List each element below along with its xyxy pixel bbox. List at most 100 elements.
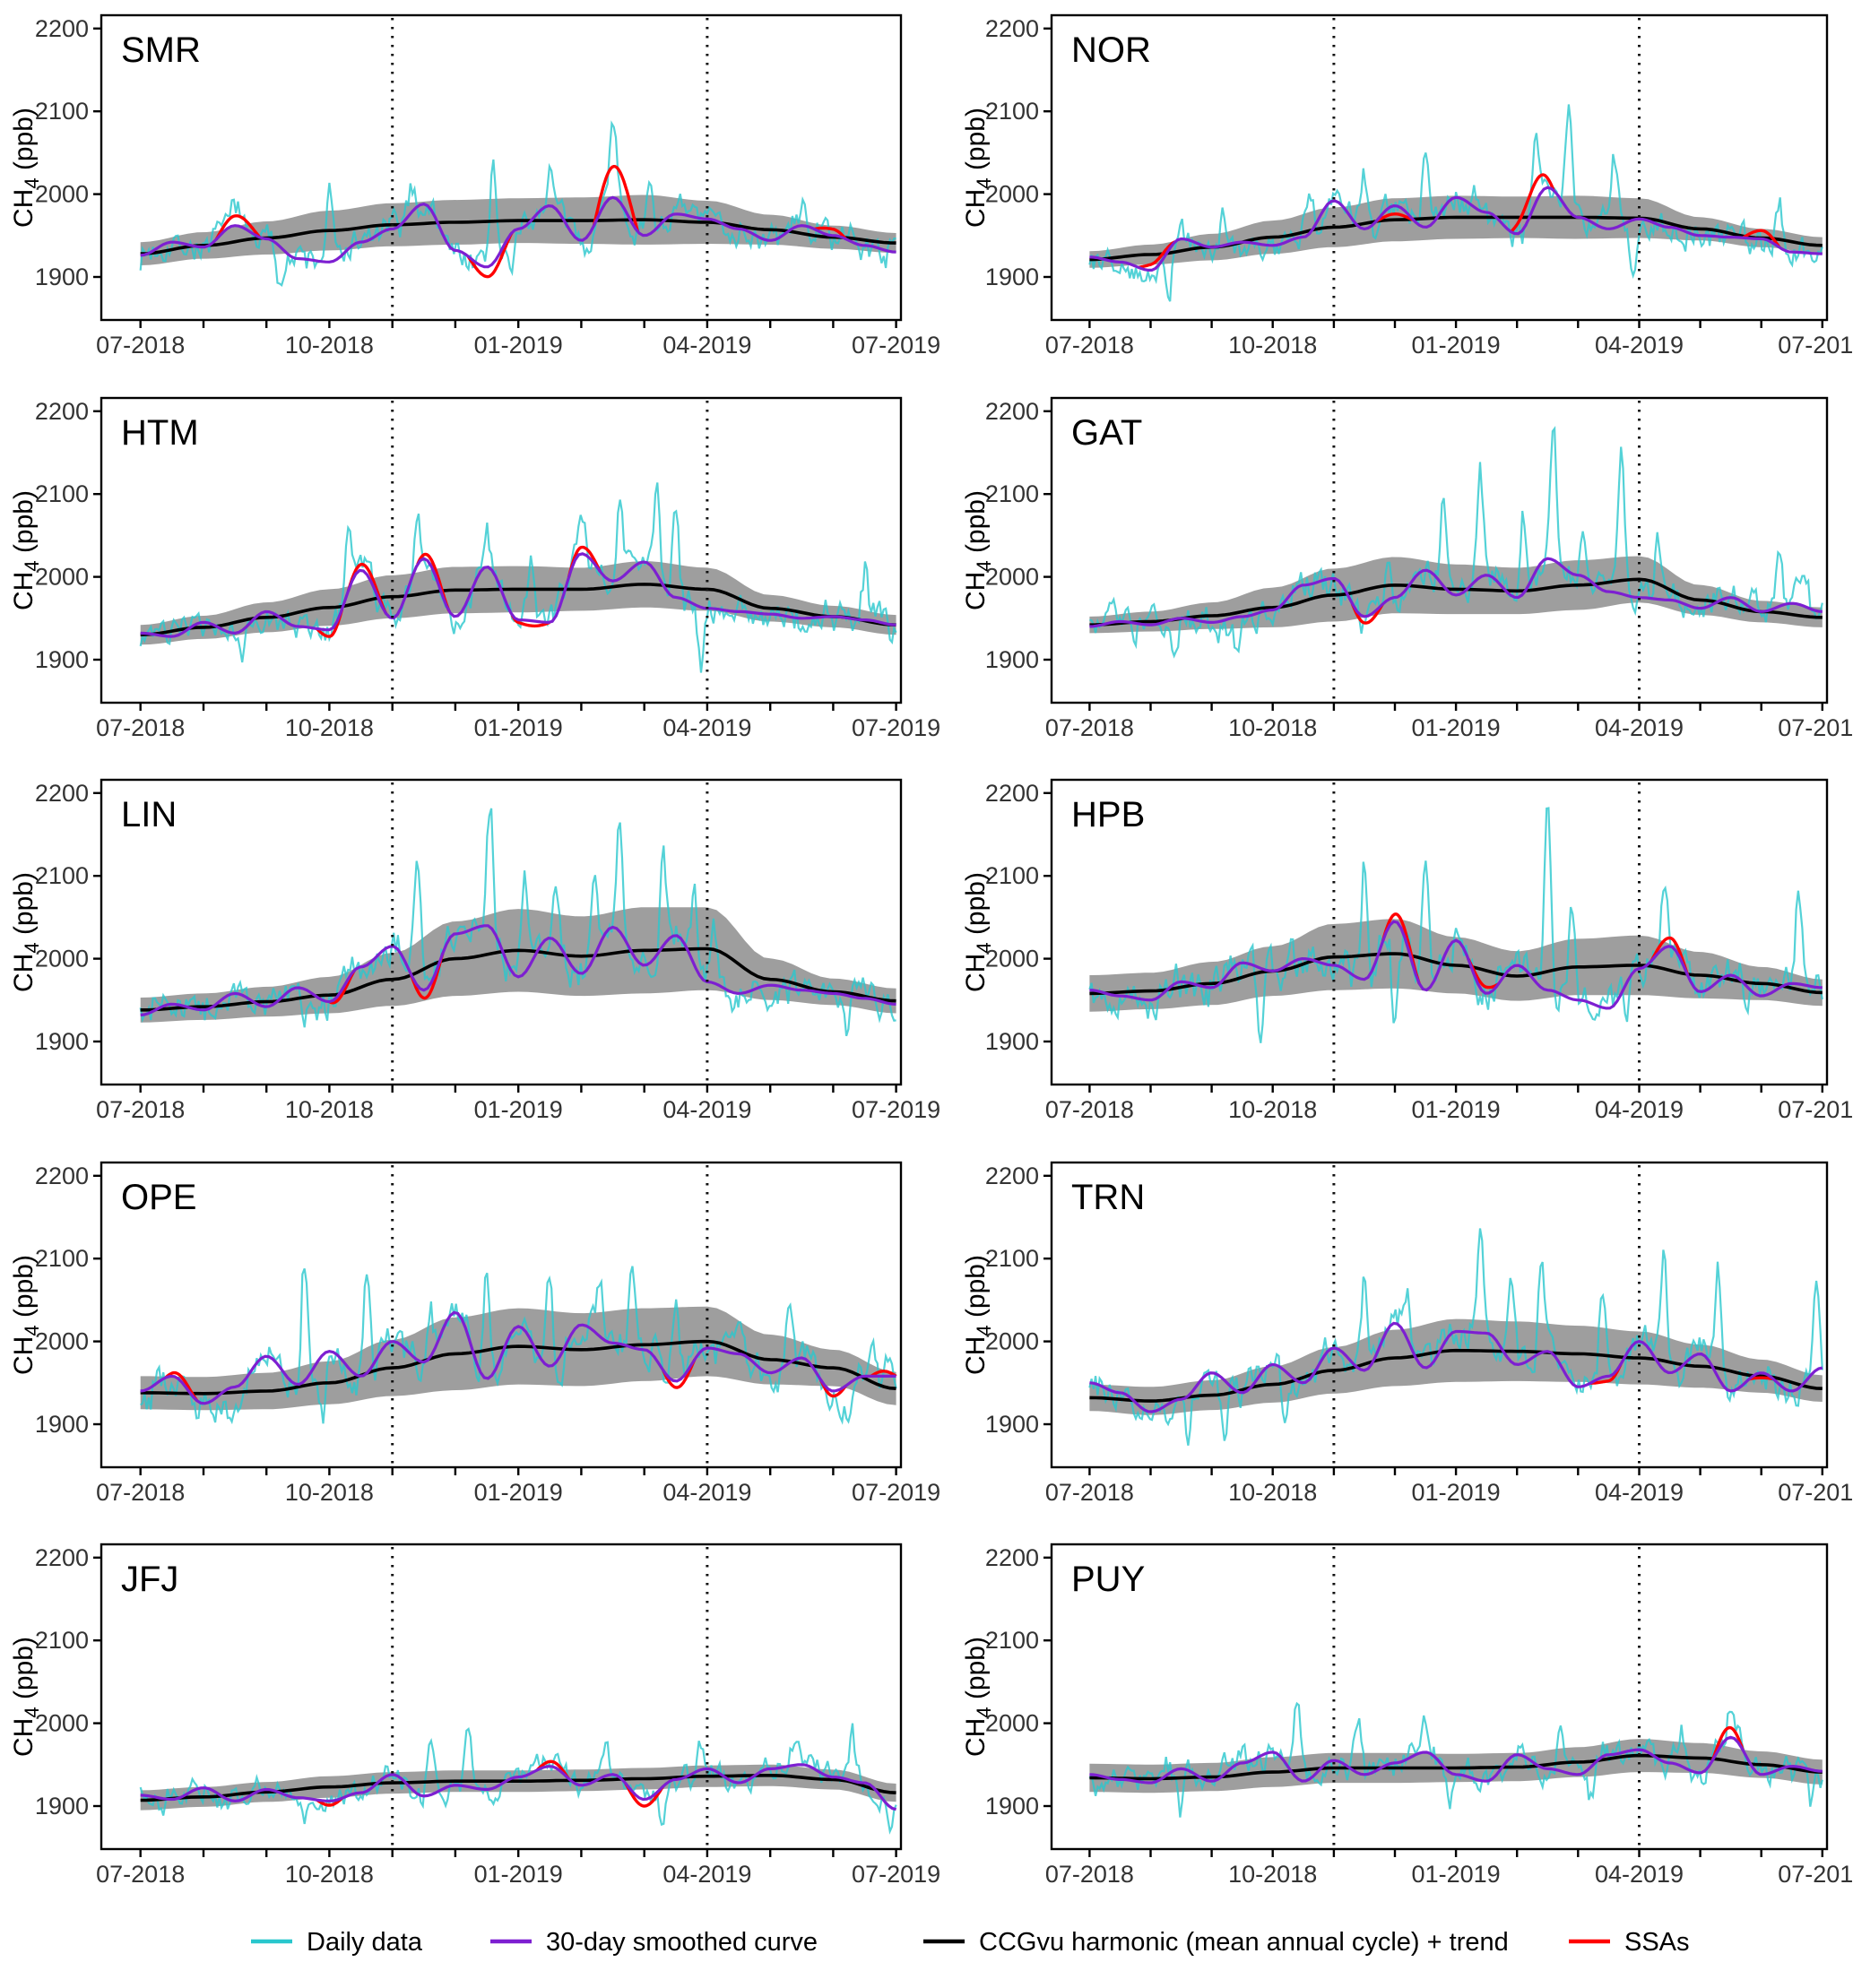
x-tick-label: 01-2019	[1412, 1479, 1501, 1506]
x-tick-label: 07-2018	[96, 1479, 185, 1506]
x-tick-label: 04-2019	[1595, 1479, 1684, 1506]
harmonic-trend-line	[140, 583, 896, 636]
ssa-line	[813, 226, 847, 240]
y-axis-label: CH4 (ppb)	[9, 872, 43, 992]
ssa-line	[466, 231, 514, 279]
x-tick-label: 07-2019	[852, 1096, 940, 1123]
legend-label-smoothed: 30-day smoothed curve	[546, 1928, 818, 1957]
ssa-line	[1710, 1725, 1745, 1761]
daily-data-line	[140, 1266, 897, 1425]
smoothed-line	[140, 1310, 896, 1405]
ssa-line	[624, 1782, 665, 1808]
panel-GAT: 2200 2100 2000 1900 07-2018 10-2018 01-2019 04-…	[961, 396, 1853, 741]
uncertainty-band	[1089, 1739, 1823, 1794]
ssa-line	[316, 1796, 343, 1807]
panel-SMR: 2200 2100 2000 1900 07-2018 10-2018 01-2019 04-…	[9, 13, 940, 359]
daily-data-line	[1088, 104, 1823, 302]
x-tick-label: 10-2018	[285, 1096, 374, 1123]
y-tick-label: 2000	[35, 946, 89, 972]
harmonic-trend-line	[140, 1774, 896, 1802]
uncertainty-band	[140, 907, 896, 1023]
y-tick-label: 2100	[985, 98, 1039, 125]
x-tick-label: 10-2018	[1228, 332, 1317, 359]
y-tick-label: 2200	[985, 1163, 1039, 1189]
ssa-line	[1138, 240, 1176, 270]
x-tick-label: 10-2018	[1228, 1479, 1317, 1506]
panel-border	[1050, 13, 1829, 322]
panel-border	[1050, 396, 1829, 704]
x-tick-label: 10-2018	[1228, 1861, 1317, 1888]
panel-HTM: 2200 2100 2000 1900 07-2018 10-2018 01-2019 04-…	[9, 396, 940, 741]
x-tick-label: 10-2018	[1228, 1096, 1317, 1123]
smoothed-line	[1089, 186, 1823, 272]
y-tick-label: 2000	[35, 1710, 89, 1737]
x-tick-label: 01-2019	[1412, 1096, 1501, 1123]
ssa-line	[1510, 173, 1555, 233]
y-tick-label: 2200	[985, 15, 1039, 42]
uncertainty-band	[1089, 195, 1823, 268]
x-tick-label: 10-2018	[285, 332, 374, 359]
smoothed-line	[140, 1763, 897, 1811]
panel-border	[1050, 1161, 1829, 1469]
smoothed-line	[1089, 557, 1823, 628]
ssa-line	[164, 1370, 199, 1402]
y-axis-label: CH4 (ppb)	[961, 490, 995, 610]
harmonic-trend-line	[1089, 1348, 1823, 1403]
x-tick-label: 04-2019	[1595, 332, 1684, 359]
daily-data-line	[1088, 1228, 1823, 1446]
panel-JFJ: 2200 2100 2000 1900 07-2018 10-2018 01-2019 04-…	[9, 1543, 940, 1888]
panel-PUY: 2200 2100 2000 1900 07-2018 10-2018 01-2019 04-…	[961, 1543, 1853, 1888]
panel-HPB: 2200 2100 2000 1900 07-2018 10-2018 01-2019 04-…	[961, 778, 1853, 1123]
panel-border	[100, 1161, 903, 1469]
panel-title: NOR	[1071, 30, 1151, 70]
ssa-line	[1650, 936, 1690, 977]
x-tick-label: 01-2019	[474, 1861, 563, 1888]
y-tick-label: 2100	[35, 1627, 89, 1654]
panel-title: JFJ	[121, 1560, 178, 1599]
y-tick-label: 1900	[35, 1028, 89, 1055]
ssa-line	[1375, 212, 1414, 222]
ssa-line	[510, 614, 550, 628]
x-tick-label: 01-2019	[474, 714, 563, 741]
daily-data-line	[1088, 807, 1823, 1043]
y-axis-label: CH4 (ppb)	[9, 108, 43, 228]
y-tick-label: 2100	[985, 1245, 1039, 1272]
uncertainty-band	[140, 1306, 896, 1411]
x-tick-label: 07-2019	[1778, 1479, 1853, 1506]
smoothed-line	[140, 924, 896, 1016]
x-tick-label: 07-2018	[1045, 1861, 1134, 1888]
x-tick-label: 07-2018	[96, 332, 185, 359]
x-tick-label: 01-2019	[474, 1479, 563, 1506]
y-axis-label: CH4 (ppb)	[9, 490, 43, 610]
panel-border	[1050, 778, 1829, 1086]
ssa-line	[1742, 229, 1781, 249]
y-tick-label: 2000	[985, 181, 1039, 208]
harmonic-trend-line	[1089, 952, 1823, 996]
y-tick-label: 2200	[35, 1544, 89, 1571]
panel-title: OPE	[121, 1178, 196, 1217]
x-tick-label: 07-2019	[852, 332, 940, 359]
smoothed-line	[1089, 1735, 1823, 1785]
y-tick-label: 2200	[35, 15, 89, 42]
x-tick-label: 07-2019	[1778, 1861, 1853, 1888]
ssa-line	[567, 545, 602, 578]
x-tick-label: 07-2018	[1045, 714, 1134, 741]
x-tick-label: 07-2019	[852, 1861, 940, 1888]
x-tick-label: 04-2019	[662, 1861, 751, 1888]
uncertainty-band	[140, 561, 896, 645]
panel-title: LIN	[121, 795, 177, 834]
ssa-line	[870, 1370, 897, 1378]
y-axis-label: CH4 (ppb)	[961, 872, 995, 992]
y-tick-label: 1900	[35, 1793, 89, 1819]
y-axis-label: CH4 (ppb)	[9, 1255, 43, 1375]
y-tick-label: 2100	[35, 480, 89, 507]
y-tick-label: 1900	[35, 1411, 89, 1438]
y-tick-label: 2100	[985, 480, 1039, 507]
x-tick-label: 10-2018	[285, 1861, 374, 1888]
x-tick-label: 07-2018	[96, 714, 185, 741]
y-axis-label: CH4 (ppb)	[961, 1637, 995, 1757]
ssa-line	[316, 609, 344, 638]
y-tick-label: 2000	[985, 946, 1039, 972]
panel-title: GAT	[1071, 413, 1142, 453]
